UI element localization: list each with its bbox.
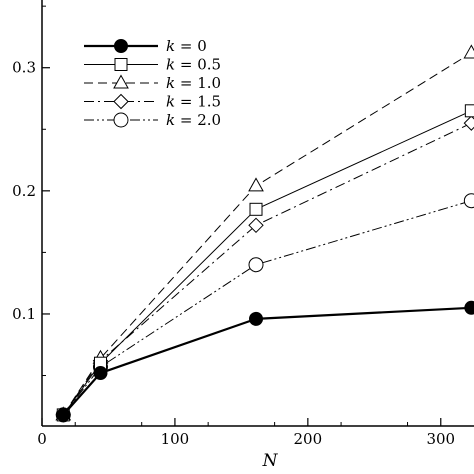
series-line: [62, 200, 472, 416]
x-tick-label: 200: [294, 430, 323, 448]
data-point: [463, 115, 474, 131]
data-point: [464, 300, 474, 315]
series-2: [56, 104, 474, 422]
series-4: [55, 115, 474, 423]
legend-entry: k = 0: [84, 37, 207, 55]
legend-marker: [114, 39, 128, 53]
data-point: [249, 202, 263, 216]
legend-entry: k = 1.0: [84, 74, 221, 92]
legend-entry: k = 2.0: [84, 111, 221, 129]
series-line: [62, 122, 472, 416]
legend-marker: [113, 93, 129, 110]
series-line: [62, 52, 472, 416]
data-point: [248, 217, 264, 234]
x-axis-label: N: [262, 451, 279, 471]
legend-label: k = 2.0: [166, 111, 221, 129]
data-point: [248, 177, 264, 192]
y-tick-label: 0.1: [12, 305, 36, 323]
legend-label: k = 0: [166, 37, 207, 55]
legend: k = 0k = 0.5k = 1.0k = 1.5k = 2.0: [84, 37, 221, 129]
data-point: [463, 193, 474, 209]
legend-label: k = 1.0: [166, 74, 221, 92]
series-line: [62, 110, 472, 416]
series-1: [56, 300, 474, 422]
data-point: [463, 44, 474, 59]
x-tick-label: 100: [161, 430, 190, 448]
x-tick-label: 300: [426, 430, 455, 448]
legend-entry: k = 1.5: [84, 93, 221, 111]
legend-label: k = 1.5: [166, 93, 221, 111]
data-point: [93, 366, 108, 381]
y-tick-label: 0.3: [12, 59, 36, 77]
legend-marker: [113, 74, 129, 89]
y-tick-label: 0.2: [12, 182, 36, 200]
legend-entry: k = 0.5: [84, 56, 221, 74]
axes: 0 100 200 300 0.1 0.2 0.3: [12, 0, 474, 448]
series-line: [62, 306, 472, 416]
legend-marker: [114, 58, 128, 71]
legend-marker: [113, 112, 129, 128]
series-layer: [55, 44, 474, 423]
series-5: [55, 193, 474, 423]
data-point: [248, 257, 264, 273]
data-point: [464, 104, 474, 118]
data-point: [249, 311, 264, 326]
data-point: [56, 407, 71, 422]
x-tick-label: 0: [37, 430, 47, 448]
legend-label: k = 0.5: [166, 56, 221, 74]
